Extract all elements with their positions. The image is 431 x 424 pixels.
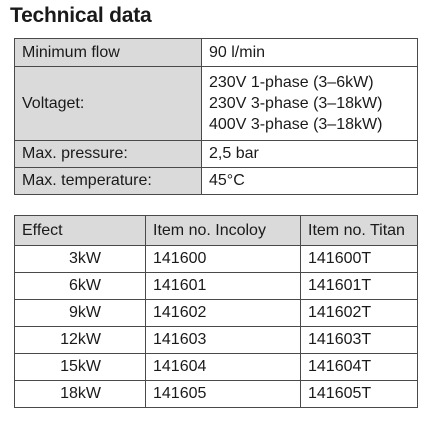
spec-row-temperature: Max. temperature: 45°C [14,167,418,195]
column-header-incoloy: Item no. Incoloy [145,215,301,246]
spec-label: Minimum flow [14,38,202,67]
voltage-line: 230V 3-phase (3–18kW) [209,95,383,112]
column-header-titan: Item no. Titan [300,215,418,246]
incoloy-cell: 141602 [145,299,301,327]
incoloy-cell: 141604 [145,353,301,381]
titan-cell: 141601T [300,272,418,300]
titan-cell: 141604T [300,353,418,381]
table-row: 15kW 141604 141604T [14,353,418,381]
incoloy-cell: 141603 [145,326,301,354]
table-row: 6kW 141601 141601T [14,272,418,300]
spec-row-min-flow: Minimum flow 90 l/min [14,38,418,67]
spec-value: 90 l/min [201,38,418,67]
titan-cell: 141603T [300,326,418,354]
spec-value: 45°C [201,167,418,195]
voltage-line: 400V 3-phase (3–18kW) [209,116,383,133]
voltage-line: 230V 1-phase (3–6kW) [209,74,374,91]
spec-label: Voltaget: [14,66,202,141]
spec-value-voltage: 230V 1-phase (3–6kW) 230V 3-phase (3–18k… [201,66,418,141]
spec-row-pressure: Max. pressure: 2,5 bar [14,140,418,168]
table-row: 9kW 141602 141602T [14,299,418,327]
titan-cell: 141600T [300,245,418,273]
spec-table: Minimum flow 90 l/min Voltaget: 230V 1-p… [14,38,418,195]
spec-label: Max. pressure: [14,140,202,168]
effect-cell: 3kW [14,245,146,273]
spec-row-voltage: Voltaget: 230V 1-phase (3–6kW) 230V 3-ph… [14,66,418,141]
table-row: 12kW 141603 141603T [14,326,418,354]
incoloy-cell: 141600 [145,245,301,273]
table-row: 3kW 141600 141600T [14,245,418,273]
effect-table: Effect Item no. Incoloy Item no. Titan 3… [14,215,418,408]
spec-value: 2,5 bar [201,140,418,168]
effect-cell: 9kW [14,299,146,327]
table-row: 18kW 141605 141605T [14,380,418,408]
titan-cell: 141605T [300,380,418,408]
effect-cell: 18kW [14,380,146,408]
effect-cell: 15kW [14,353,146,381]
spec-label: Max. temperature: [14,167,202,195]
titan-cell: 141602T [300,299,418,327]
incoloy-cell: 141601 [145,272,301,300]
page-title: Technical data [10,4,152,27]
incoloy-cell: 141605 [145,380,301,408]
column-header-effect: Effect [14,215,146,246]
effect-cell: 12kW [14,326,146,354]
table-header-row: Effect Item no. Incoloy Item no. Titan [14,215,418,246]
effect-cell: 6kW [14,272,146,300]
